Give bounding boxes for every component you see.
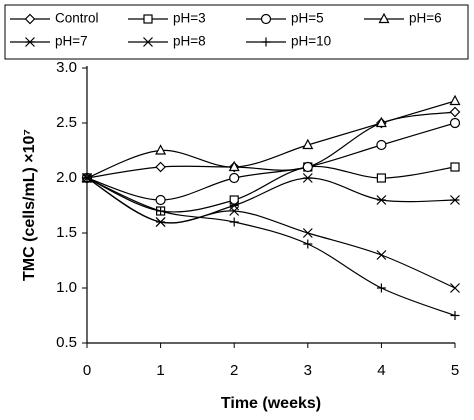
- y-tick-label: 1.5: [56, 224, 77, 241]
- data-point: [302, 138, 314, 150]
- data-point: [449, 117, 461, 129]
- y-tick-label: 3.0: [56, 59, 77, 76]
- data-point: [229, 172, 240, 184]
- data-point: [449, 94, 461, 106]
- data-point: [155, 144, 167, 155]
- x-tick-label: 0: [83, 362, 91, 379]
- y-tick-label: 1.0: [56, 279, 77, 296]
- legend-label: pH=5: [291, 11, 324, 26]
- series-line: [86, 177, 456, 317]
- legend-label: pH=6: [409, 11, 442, 26]
- series-line: [86, 177, 456, 289]
- x-tick-label: 3: [304, 362, 312, 379]
- legend-marker: [143, 14, 153, 24]
- data-point: [228, 160, 240, 172]
- data-point: [229, 217, 239, 227]
- data-point: [156, 206, 166, 216]
- data-point: [229, 195, 239, 205]
- series-line: [86, 100, 456, 179]
- data-point: [376, 250, 387, 260]
- legend-marker: [25, 37, 35, 47]
- series-line: [86, 177, 456, 224]
- data-point: [302, 173, 313, 183]
- y-tick-label: 2.5: [56, 114, 77, 131]
- y-tick-label: 2.0: [56, 169, 77, 186]
- x-axis-title: Time (weeks): [221, 395, 321, 412]
- x-tick-label: 2: [230, 362, 238, 379]
- data-point: [82, 173, 92, 183]
- data-point: [229, 206, 240, 216]
- legend-marker: [261, 37, 271, 47]
- legend-label: Control: [55, 11, 99, 26]
- data-point: [302, 228, 313, 238]
- data-point: [155, 194, 166, 206]
- data-point: [450, 311, 460, 320]
- data-point: [450, 162, 460, 172]
- data-point: [302, 161, 313, 173]
- x-tick-label: 4: [377, 362, 385, 379]
- data-point: [376, 195, 387, 205]
- legend-marker: [260, 13, 272, 25]
- series-line: [86, 111, 456, 179]
- data-point: [449, 106, 461, 118]
- legend-marker: [378, 12, 390, 24]
- data-point: [376, 173, 386, 183]
- data-point: [376, 139, 387, 151]
- y-tick-label: 0.5: [56, 334, 77, 351]
- y-axis-title: TMC (cells/mL) ×10⁷: [21, 129, 38, 281]
- legend-box: [4, 4, 469, 60]
- data-point: [450, 283, 460, 293]
- data-point: [155, 217, 166, 227]
- data-point: [450, 195, 460, 205]
- data-point: [376, 283, 386, 293]
- x-tick-label: 1: [156, 362, 164, 379]
- legend-label: pH=10: [291, 34, 331, 49]
- legend-marker: [143, 37, 153, 47]
- legend-label: pH=7: [55, 34, 88, 49]
- legend-marker: [24, 13, 36, 25]
- series-line: [86, 122, 456, 201]
- legend-label: pH=3: [173, 11, 206, 26]
- data-point: [155, 161, 166, 173]
- legend-label: pH=8: [173, 34, 206, 49]
- data-point: [375, 116, 387, 128]
- x-tick-label: 5: [451, 362, 459, 379]
- data-point: [303, 239, 313, 249]
